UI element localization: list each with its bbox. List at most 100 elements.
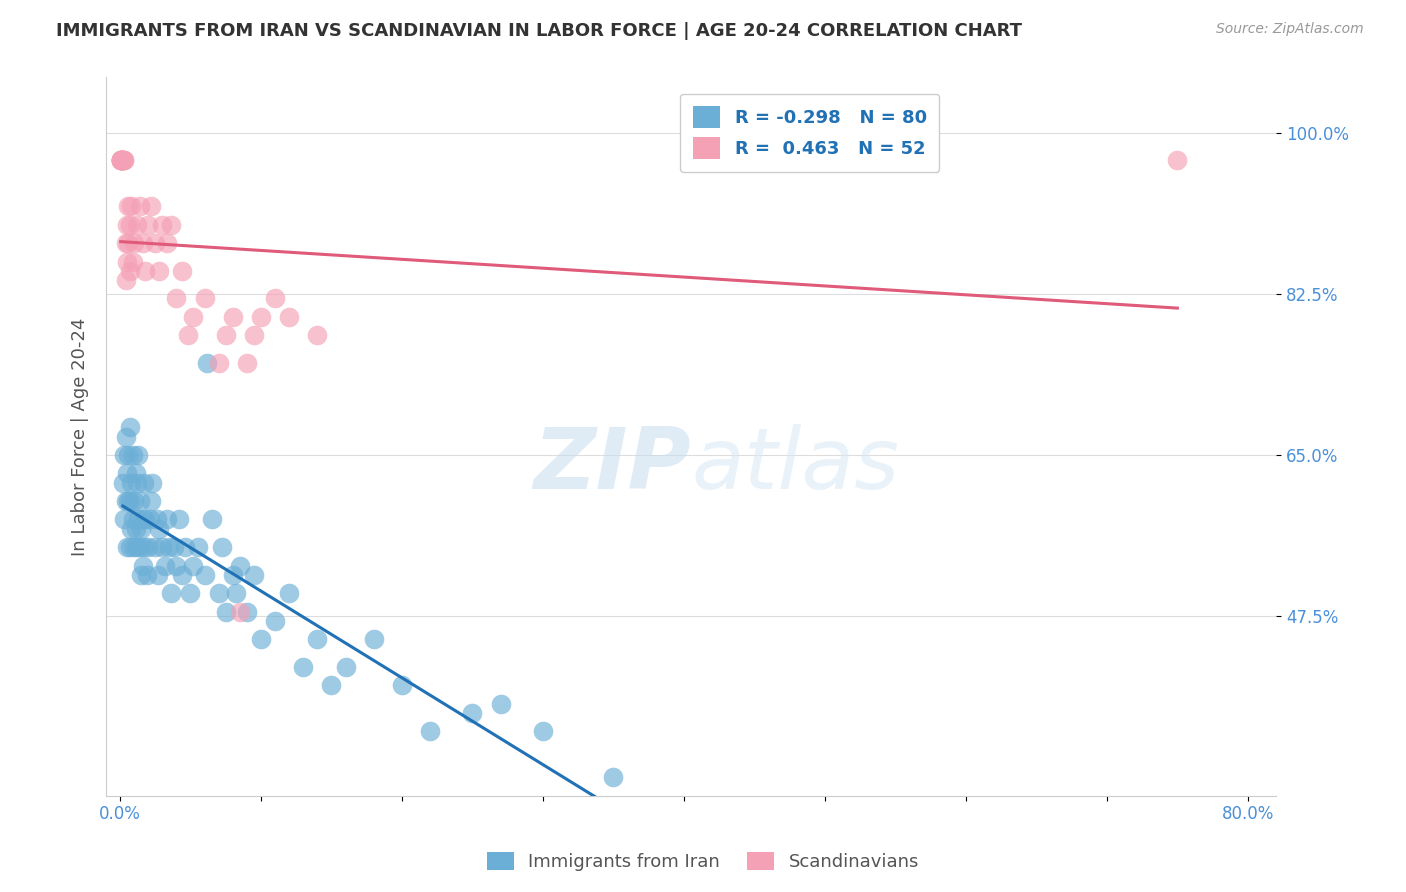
- Point: [243, 328, 266, 343]
- Point: [236, 356, 259, 370]
- Text: Source: ZipAtlas.com: Source: ZipAtlas.com: [1216, 22, 1364, 37]
- Point: [136, 218, 159, 232]
- Point: [114, 236, 136, 251]
- Point: [115, 540, 138, 554]
- Point: [131, 558, 153, 573]
- Point: [121, 512, 143, 526]
- Point: [117, 236, 139, 251]
- Point: [170, 567, 193, 582]
- Point: [122, 494, 145, 508]
- Point: [236, 605, 259, 619]
- Point: [335, 660, 357, 674]
- Point: [110, 153, 132, 168]
- Point: [264, 292, 287, 306]
- Point: [121, 448, 143, 462]
- Point: [208, 356, 231, 370]
- Point: [201, 512, 224, 526]
- Point: [110, 153, 132, 168]
- Point: [391, 678, 413, 692]
- Point: [117, 199, 139, 213]
- Point: [110, 153, 132, 168]
- Point: [307, 632, 329, 647]
- Point: [127, 448, 149, 462]
- Point: [250, 310, 273, 324]
- Point: [250, 632, 273, 647]
- Point: [118, 264, 141, 278]
- Point: [115, 218, 138, 232]
- Point: [165, 292, 187, 306]
- Point: [157, 540, 180, 554]
- Point: [167, 512, 190, 526]
- Point: [229, 605, 252, 619]
- Point: [155, 236, 177, 251]
- Point: [181, 310, 204, 324]
- Point: [111, 153, 134, 168]
- Point: [111, 153, 134, 168]
- Text: ZIP: ZIP: [533, 424, 690, 507]
- Point: [153, 558, 176, 573]
- Point: [143, 236, 166, 251]
- Point: [125, 475, 148, 490]
- Point: [148, 522, 170, 536]
- Point: [134, 264, 156, 278]
- Point: [111, 475, 134, 490]
- Point: [278, 310, 301, 324]
- Point: [229, 558, 252, 573]
- Point: [225, 586, 247, 600]
- Point: [197, 356, 219, 370]
- Point: [139, 199, 162, 213]
- Point: [141, 475, 163, 490]
- Point: [131, 236, 153, 251]
- Point: [211, 540, 233, 554]
- Text: atlas: atlas: [690, 424, 898, 507]
- Point: [134, 512, 156, 526]
- Point: [222, 310, 245, 324]
- Point: [307, 328, 329, 343]
- Point: [112, 448, 135, 462]
- Point: [118, 218, 141, 232]
- Point: [215, 328, 238, 343]
- Point: [120, 475, 142, 490]
- Y-axis label: In Labor Force | Age 20-24: In Labor Force | Age 20-24: [72, 318, 89, 556]
- Point: [118, 420, 141, 434]
- Point: [110, 153, 132, 168]
- Point: [128, 494, 150, 508]
- Point: [489, 697, 512, 711]
- Point: [208, 586, 231, 600]
- Point: [124, 522, 146, 536]
- Point: [125, 540, 148, 554]
- Point: [1166, 153, 1188, 168]
- Point: [461, 706, 484, 720]
- Text: IMMIGRANTS FROM IRAN VS SCANDINAVIAN IN LABOR FORCE | AGE 20-24 CORRELATION CHAR: IMMIGRANTS FROM IRAN VS SCANDINAVIAN IN …: [56, 22, 1022, 40]
- Point: [187, 540, 209, 554]
- Point: [181, 558, 204, 573]
- Point: [124, 467, 146, 481]
- Point: [128, 199, 150, 213]
- Point: [194, 567, 217, 582]
- Point: [122, 236, 145, 251]
- Point: [114, 494, 136, 508]
- Point: [321, 678, 343, 692]
- Point: [132, 475, 155, 490]
- Point: [215, 605, 238, 619]
- Point: [179, 586, 201, 600]
- Point: [176, 328, 198, 343]
- Point: [243, 567, 266, 582]
- Point: [112, 153, 135, 168]
- Point: [118, 540, 141, 554]
- Point: [146, 567, 169, 582]
- Point: [115, 467, 138, 481]
- Point: [292, 660, 315, 674]
- Point: [138, 512, 160, 526]
- Point: [602, 770, 624, 784]
- Point: [117, 494, 139, 508]
- Point: [110, 153, 132, 168]
- Point: [110, 153, 132, 168]
- Point: [115, 254, 138, 268]
- Point: [419, 724, 441, 739]
- Point: [132, 540, 155, 554]
- Point: [110, 153, 132, 168]
- Point: [139, 494, 162, 508]
- Legend: R = -0.298   N = 80, R =  0.463   N = 52: R = -0.298 N = 80, R = 0.463 N = 52: [681, 94, 939, 172]
- Point: [173, 540, 195, 554]
